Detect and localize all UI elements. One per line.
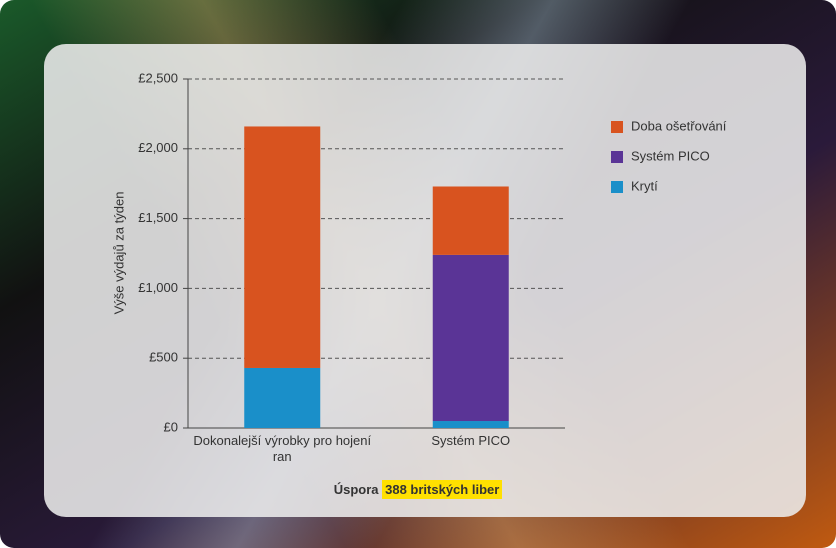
chart-panel [44, 44, 806, 517]
y-tick-label: £1,500 [138, 210, 178, 225]
bar-segment [244, 367, 321, 428]
legend-label: Doba ošetřování [631, 118, 727, 133]
savings-prefix: Úspora [333, 482, 379, 497]
y-tick-label: £0 [164, 419, 178, 434]
x-tick-label: Dokonalejší výrobky pro hojení ran [193, 433, 372, 464]
savings-highlight: 388 britských liber [382, 480, 503, 499]
legend-swatch [611, 121, 623, 133]
bar-segment [432, 421, 509, 428]
legend-label: Krytí [631, 178, 658, 193]
bar-segment [432, 254, 509, 422]
y-tick-label: £1,000 [138, 280, 178, 295]
y-tick-label: £2,000 [138, 140, 178, 155]
y-tick-label: £2,500 [138, 70, 178, 85]
legend-swatch [611, 151, 623, 163]
bar-segment [432, 186, 509, 255]
legend-swatch [611, 181, 623, 193]
y-tick-label: £500 [149, 350, 178, 365]
legend-label: Systém PICO [631, 148, 710, 163]
y-axis-label: Výše výdajů za týden [111, 192, 126, 315]
savings-note: Úspora 388 britských liber [0, 480, 836, 499]
bar-segment [244, 126, 321, 368]
x-tick-label: Systém PICO [431, 433, 511, 448]
